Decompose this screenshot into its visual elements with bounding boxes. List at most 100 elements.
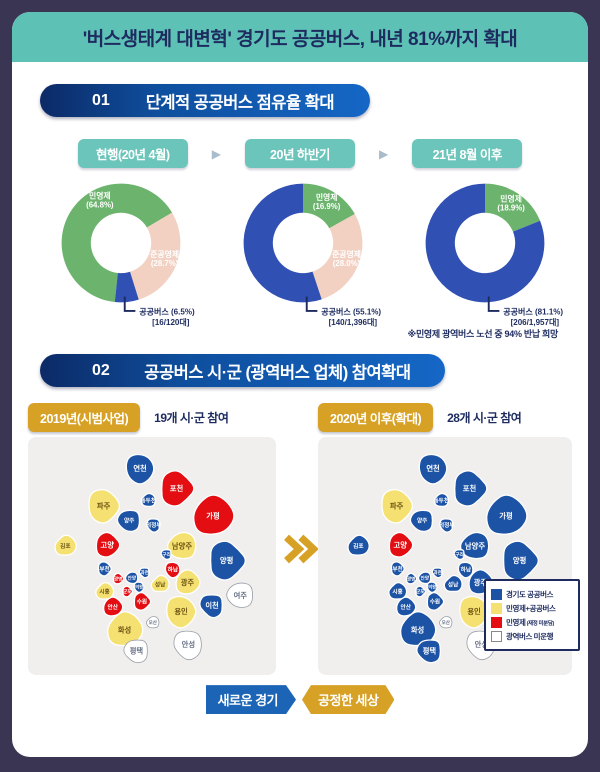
region-가평	[193, 494, 235, 535]
region-label-양주: 양주	[124, 517, 134, 525]
region-label-과천: 과천	[141, 569, 149, 576]
donut-segment-민영제	[485, 183, 541, 232]
region-label-군포: 군포	[123, 588, 132, 595]
donut-svg: 민영제 (64.8%) 준공영제 (28.7%) 공공버스 (6.5%)[16/120대…	[61, 183, 195, 327]
region-오산	[146, 616, 160, 629]
legend-label-none: 광역버스 미운행	[506, 632, 554, 642]
segment-label: 민영제 (18.9%)	[497, 193, 525, 212]
region-label-김포: 김포	[353, 542, 364, 550]
map-2020-caption: 28개 시·군 참여	[447, 410, 522, 425]
region-label-의왕: 의왕	[135, 584, 144, 591]
region-군포	[415, 585, 427, 598]
region-label-과천: 과천	[434, 569, 442, 576]
region-파주	[381, 489, 414, 524]
legend-label-mixed: 민영제+공공버스	[506, 604, 556, 614]
region-label-안양: 안양	[421, 575, 430, 582]
region-양주	[116, 509, 141, 533]
callout-leader-line	[487, 296, 500, 312]
region-안양	[417, 571, 432, 585]
region-label-광명: 광명	[114, 576, 122, 583]
donut-segment-민영제	[61, 183, 173, 303]
region-의왕	[133, 581, 145, 594]
region-label-화성: 화성	[118, 626, 131, 635]
chart-footnote: ※민영제 광역버스 노선 중 94% 반납 희망	[407, 329, 559, 340]
region-label-하남: 하남	[168, 566, 179, 574]
region-label-부천: 부천	[99, 565, 109, 573]
region-label-양주: 양주	[417, 517, 427, 525]
region-label-화성: 화성	[411, 626, 424, 635]
region-부천	[97, 561, 112, 577]
region-오산	[439, 616, 453, 629]
region-시흥	[388, 582, 408, 600]
region-label-이천: 이천	[205, 601, 219, 610]
map-2019-badge: 2019년(시범사업)	[28, 402, 141, 432]
region-과천	[431, 567, 443, 579]
legend-label-private: 민영제 (재정 미분담)	[506, 618, 554, 628]
region-label-고양: 고양	[394, 541, 408, 550]
region-군포	[122, 585, 134, 598]
legend-swatch-private	[491, 617, 502, 629]
chevron-double-right-icon	[284, 534, 318, 564]
region-label-가평: 가평	[499, 512, 512, 521]
region-label-의왕: 의왕	[428, 584, 437, 591]
region-성남	[443, 574, 463, 593]
footer-badge-fair-world: 공정한 세상	[302, 685, 394, 714]
donut-segment-공공버스	[243, 183, 322, 303]
region-label-연천: 연천	[133, 464, 147, 473]
region-label-양평: 양평	[513, 556, 526, 565]
region-label-시흥: 시흥	[392, 588, 402, 596]
region-label-부천: 부천	[392, 565, 402, 573]
legend-item-private: 민영제 (재정 미분담)	[491, 617, 573, 629]
region-광명	[405, 572, 418, 585]
donut-segment-공공버스	[425, 183, 545, 303]
region-label-안산: 안산	[401, 603, 412, 611]
region-label-광주: 광주	[181, 578, 195, 587]
region-label-파주: 파주	[97, 502, 111, 511]
region-label-수원: 수원	[137, 598, 147, 606]
region-안성	[173, 630, 202, 661]
callout-leader-line	[305, 296, 318, 312]
region-label-군포: 군포	[416, 588, 425, 595]
section-2-number: 02	[92, 361, 110, 379]
arrow-right-icon: ▶	[379, 146, 389, 161]
callout-leader-line	[123, 296, 136, 312]
region-label-김포: 김포	[60, 542, 71, 550]
region-label-안산: 안산	[108, 603, 119, 611]
legend-label-public: 경기도 공공버스	[506, 590, 554, 600]
region-label-남양주: 남양주	[465, 542, 485, 551]
timeline-steps: 현행(20년 4월) ▶ 20년 하반기 ▶ 21년 8월 이후	[28, 139, 572, 168]
step-badge-aug-2021: 21년 8월 이후	[412, 139, 523, 168]
region-label-안양: 안양	[128, 575, 137, 582]
header-band: '버스생태계 대변혁' 경기도 공공버스, 내년 81%까지 확대	[12, 12, 588, 62]
callout-line1: 공공버스 (6.5%)	[139, 306, 195, 316]
region-고양	[388, 531, 414, 558]
legend-item-none: 광역버스 미운행	[491, 631, 573, 643]
region-label-수원: 수원	[430, 598, 440, 606]
region-의정부	[439, 518, 454, 533]
region-여주	[226, 582, 254, 609]
region-김포	[347, 534, 370, 556]
region-label-고양: 고양	[101, 541, 115, 550]
region-가평	[486, 494, 528, 535]
region-label-의정부: 의정부	[439, 521, 455, 529]
donut-segment-민영제	[303, 183, 355, 229]
legend-item-mixed: 민영제+공공버스	[491, 603, 573, 615]
region-label-하남: 하남	[461, 566, 472, 574]
region-수원	[133, 592, 152, 611]
region-label-평택: 평택	[130, 646, 144, 655]
donut-chart-aug-2021: 민영제 (18.9%) 공공버스 (81.1%) [206/1,957대]	[394, 174, 576, 331]
donut-segment-공공버스	[114, 271, 139, 303]
region-label-연천: 연천	[426, 464, 440, 473]
region-label-오산: 오산	[442, 619, 451, 626]
callout-line2: [206/1,957대]	[511, 317, 560, 327]
region-하남	[457, 561, 474, 579]
region-하남	[164, 561, 181, 579]
region-label-용인: 용인	[467, 607, 481, 616]
region-평택	[123, 639, 148, 664]
section-2-title: 공공버스 시·군 (광역버스 업체) 참여확대	[144, 363, 411, 382]
region-label-남양주: 남양주	[172, 542, 192, 551]
region-파주	[88, 489, 121, 524]
region-label-시흥: 시흥	[99, 588, 109, 596]
region-label-여주: 여주	[234, 591, 248, 600]
